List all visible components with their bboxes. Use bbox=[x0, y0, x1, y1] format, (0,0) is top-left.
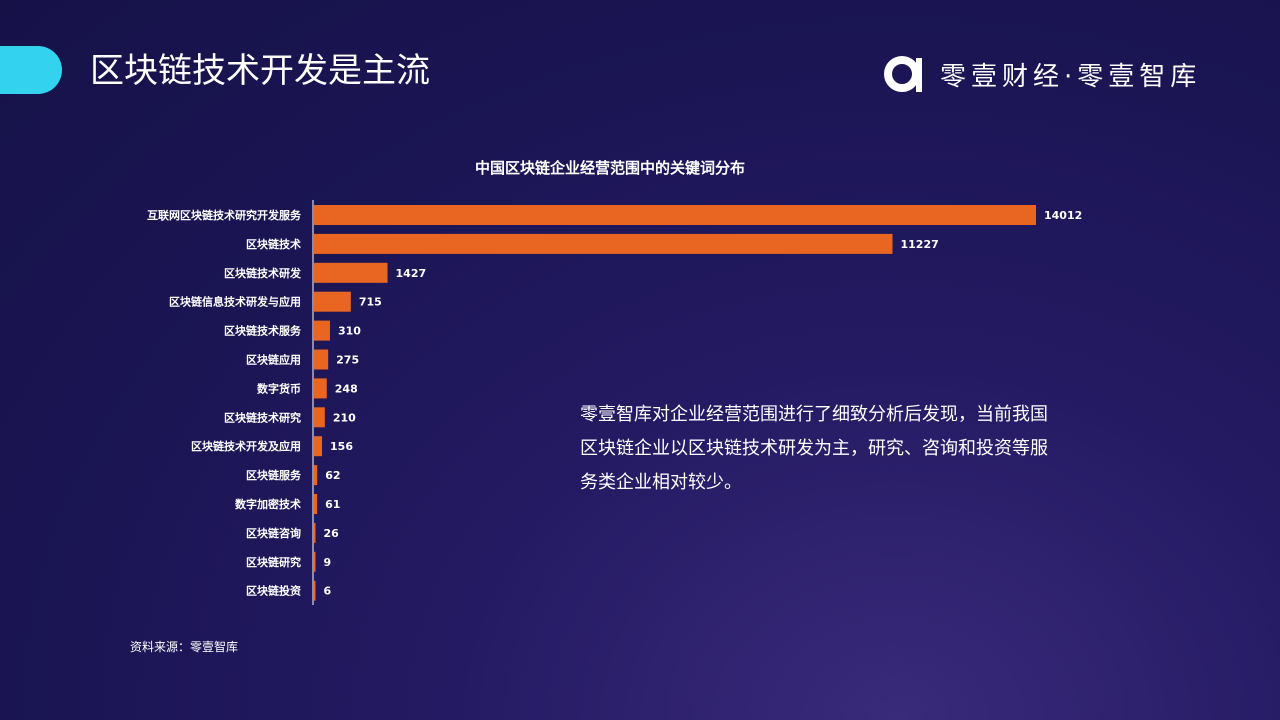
chart-title: 中国区块链企业经营范围中的关键词分布 bbox=[474, 159, 745, 177]
title-accent-bar bbox=[0, 46, 62, 94]
bar bbox=[314, 291, 351, 312]
category-label: 区块链信息技术研发与应用 bbox=[169, 295, 301, 309]
data-label: 1427 bbox=[396, 267, 427, 280]
bar bbox=[314, 320, 330, 341]
letter-a-logo-icon bbox=[884, 56, 922, 92]
bar bbox=[314, 436, 323, 457]
category-label: 区块链研究 bbox=[246, 555, 301, 569]
category-label: 区块链投资 bbox=[246, 584, 301, 598]
bar bbox=[314, 551, 316, 572]
category-label: 互联网区块链技术研究开发服务 bbox=[147, 208, 302, 222]
data-label: 26 bbox=[324, 527, 340, 540]
data-label: 156 bbox=[330, 440, 353, 453]
category-label: 区块链技术开发及应用 bbox=[191, 439, 301, 453]
bar bbox=[314, 233, 893, 254]
category-label: 区块链技术研发 bbox=[224, 266, 302, 280]
page-title: 区块链技术开发是主流 bbox=[90, 51, 430, 91]
data-label: 61 bbox=[325, 498, 340, 511]
category-label: 区块链技术 bbox=[246, 237, 301, 251]
brand-name: 零壹财经·零壹智库 bbox=[940, 61, 1202, 92]
data-label: 9 bbox=[324, 556, 332, 569]
data-label: 210 bbox=[333, 411, 356, 424]
data-label: 275 bbox=[336, 354, 359, 367]
category-label: 数字货币 bbox=[257, 381, 301, 395]
bar bbox=[314, 580, 316, 601]
source-note: 资料来源：零壹智库 bbox=[130, 640, 239, 654]
brand: 零壹财经·零壹智库 bbox=[882, 54, 1201, 94]
bar bbox=[314, 522, 316, 543]
data-label: 310 bbox=[338, 325, 361, 338]
category-label: 区块链技术服务 bbox=[224, 324, 302, 338]
bar bbox=[314, 407, 325, 428]
bar bbox=[314, 378, 327, 399]
category-label: 区块链服务 bbox=[246, 468, 302, 482]
category-label: 数字加密技术 bbox=[235, 497, 301, 511]
commentary-text: 零壹智库对企业经营范围进行了细致分析后发现，当前我国区块链企业以区块链技术研发为… bbox=[580, 404, 1048, 493]
bar bbox=[314, 262, 388, 283]
bar bbox=[314, 205, 1036, 225]
bar bbox=[314, 349, 329, 370]
data-label: 62 bbox=[325, 469, 340, 482]
data-label: 248 bbox=[335, 382, 358, 395]
data-label: 14012 bbox=[1044, 209, 1082, 222]
data-label: 11227 bbox=[900, 238, 938, 251]
category-label: 区块链应用 bbox=[246, 353, 301, 367]
data-label: 6 bbox=[324, 585, 332, 598]
bar bbox=[314, 494, 318, 514]
category-label: 区块链咨询 bbox=[246, 526, 301, 540]
category-label: 区块链技术研究 bbox=[224, 410, 301, 424]
bar bbox=[314, 465, 318, 486]
data-label: 715 bbox=[359, 296, 382, 309]
